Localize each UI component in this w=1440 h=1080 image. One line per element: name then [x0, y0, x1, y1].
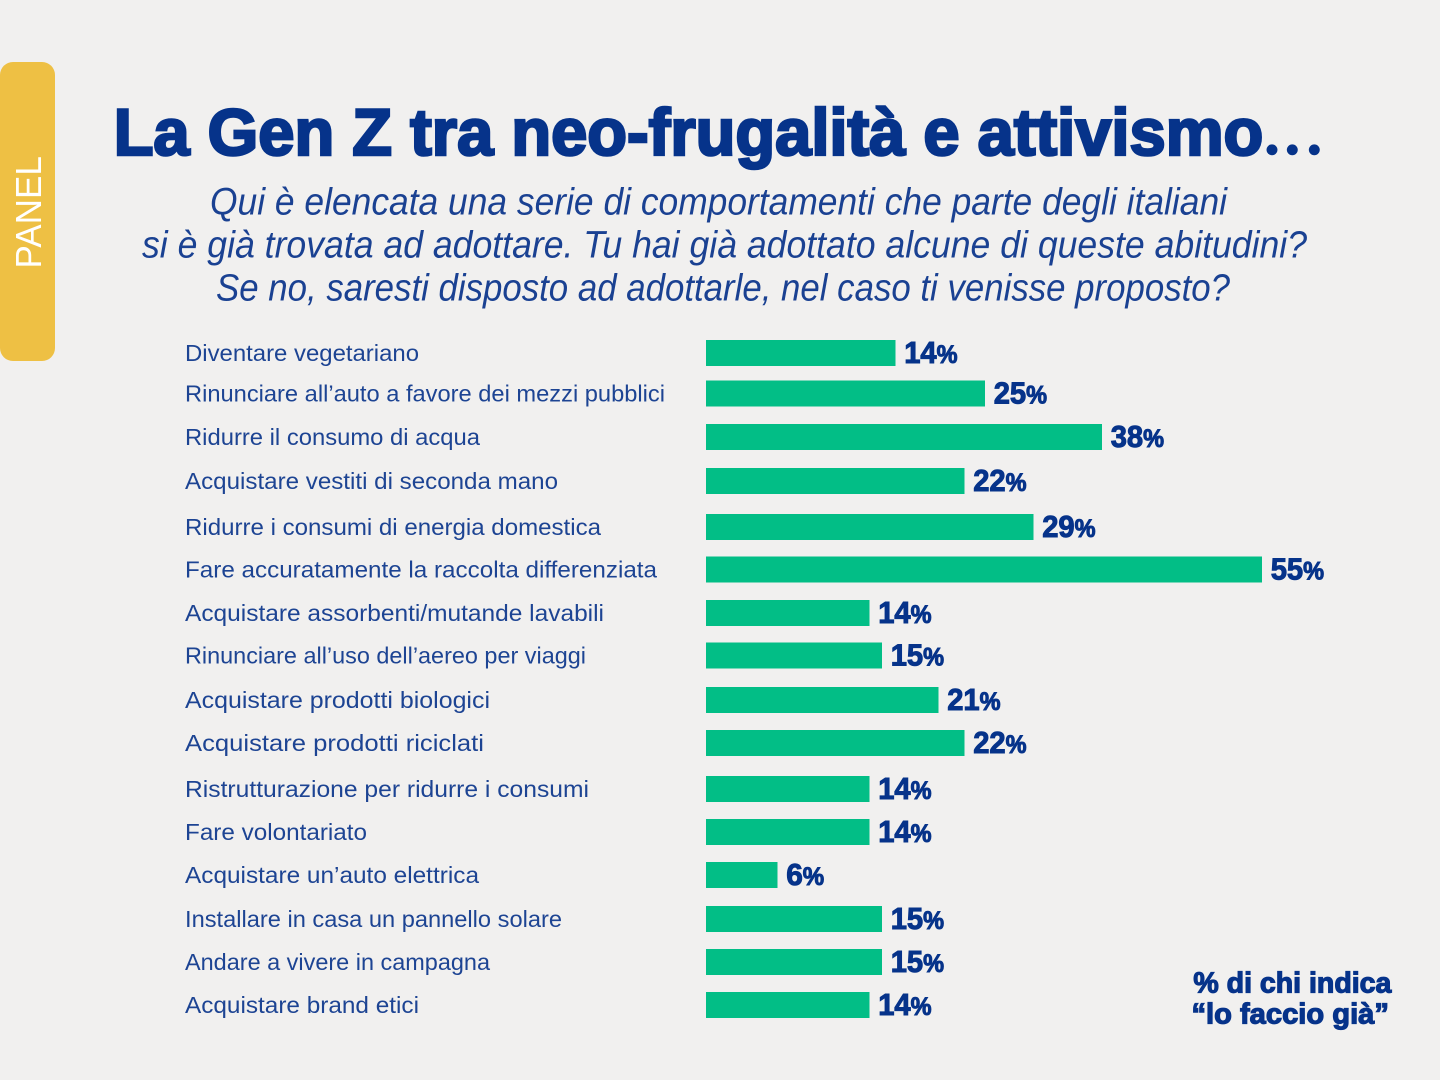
svg-text:Ridurre i consumi di energia d: Ridurre i consumi di energia domestica — [185, 514, 601, 540]
svg-text:6%: 6% — [786, 857, 824, 892]
svg-text:PANEL: PANEL — [8, 156, 49, 268]
svg-text:14%: 14% — [904, 335, 957, 370]
svg-text:“lo faccio già”: “lo faccio già” — [1191, 999, 1389, 1031]
svg-text:Acquistare prodotti biologici: Acquistare prodotti biologici — [185, 687, 490, 713]
svg-text:Fare accuratamente la raccolta: Fare accuratamente la raccolta differenz… — [185, 557, 657, 583]
svg-text:14%: 14% — [878, 987, 931, 1022]
svg-text:14%: 14% — [878, 771, 931, 806]
svg-text:15%: 15% — [891, 901, 944, 936]
svg-text:38%: 38% — [1111, 419, 1164, 454]
svg-text:14%: 14% — [878, 814, 931, 849]
svg-text:21%: 21% — [947, 682, 1000, 717]
svg-text:Rinunciare all’uso dell’aereo: Rinunciare all’uso dell’aereo per viaggi — [185, 643, 586, 669]
svg-text:15%: 15% — [891, 944, 944, 979]
svg-text:Ridurre il consumo di acqua: Ridurre il consumo di acqua — [185, 424, 480, 450]
svg-text:Andare a vivere in campagna: Andare a vivere in campagna — [185, 949, 490, 975]
svg-text:Acquistare prodotti riciclati: Acquistare prodotti riciclati — [185, 730, 484, 756]
svg-text:Se no, saresti disposto ad ado: Se no, saresti disposto ad adottarle, ne… — [216, 268, 1231, 310]
svg-text:Ristrutturazione per ridurre i: Ristrutturazione per ridurre i consumi — [185, 776, 589, 802]
svg-text:55%: 55% — [1271, 552, 1324, 587]
svg-text:25%: 25% — [994, 376, 1047, 411]
svg-text:Acquistare vestiti di seconda: Acquistare vestiti di seconda mano — [185, 468, 558, 494]
svg-text:Acquistare assorbenti/mutande: Acquistare assorbenti/mutande lavabili — [185, 600, 604, 626]
svg-text:Acquistare un’auto elettrica: Acquistare un’auto elettrica — [185, 862, 479, 888]
svg-text:% di chi indica: % di chi indica — [1193, 968, 1392, 1000]
svg-text:La Gen Z tra neo-frugalità e a: La Gen Z tra neo-frugalità e attivismo — [114, 95, 1264, 169]
svg-text:Qui è elencata una serie di co: Qui è elencata una serie di comportament… — [210, 182, 1228, 224]
svg-text:15%: 15% — [891, 638, 944, 673]
svg-text:Acquistare brand etici: Acquistare brand etici — [185, 992, 419, 1018]
svg-text:14%: 14% — [878, 595, 931, 630]
svg-text:Rinunciare all’auto a favore d: Rinunciare all’auto a favore dei mezzi p… — [185, 381, 665, 407]
svg-text:Diventare vegetariano: Diventare vegetariano — [185, 340, 419, 366]
svg-text:22%: 22% — [973, 463, 1026, 498]
svg-text:22%: 22% — [973, 725, 1026, 760]
svg-text:Installare in casa un pannello: Installare in casa un pannello solare — [185, 906, 562, 932]
svg-text:29%: 29% — [1042, 509, 1095, 544]
svg-text:Fare volontariato: Fare volontariato — [185, 819, 367, 845]
svg-text:si è già trovata ad adottare.: si è già trovata ad adottare. Tu hai già… — [142, 225, 1308, 267]
